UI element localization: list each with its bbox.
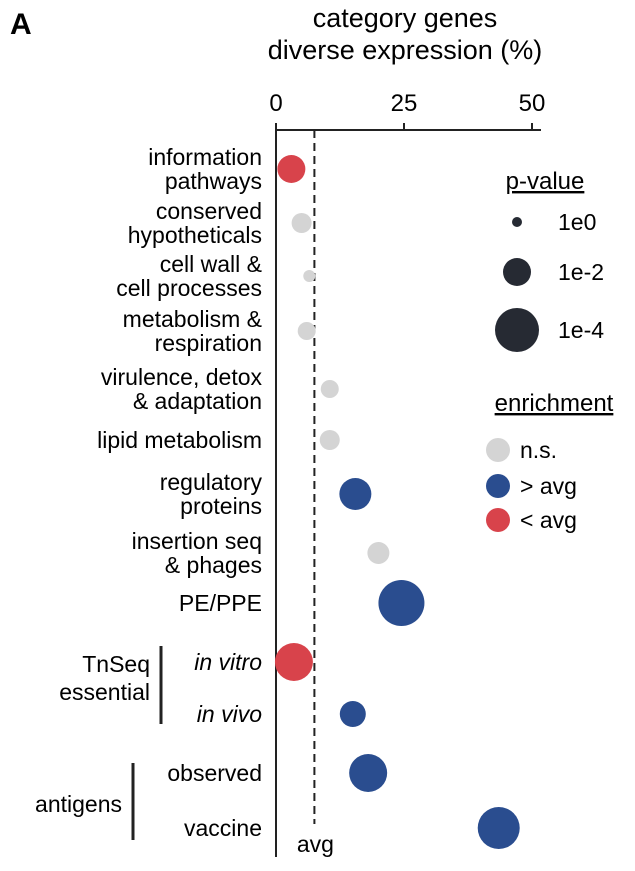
category-label: information — [148, 144, 262, 170]
legend-size-label: 1e-2 — [558, 259, 604, 285]
category-label: proteins — [180, 493, 262, 519]
category-label: lipid metabolism — [97, 427, 262, 453]
legend-enrichment-title: enrichment — [495, 390, 614, 417]
data-point — [297, 322, 316, 340]
category-label: PE/PPE — [179, 590, 262, 616]
data-point — [274, 643, 313, 681]
legend-color-label: < avg — [520, 507, 577, 533]
legend-size-marker — [503, 258, 531, 286]
group-label: TnSeq — [82, 651, 150, 677]
category-label: insertion seq — [132, 528, 262, 554]
legend-size-label: 1e-4 — [558, 317, 604, 343]
panel-label: A — [10, 8, 32, 41]
category-label: conserved — [156, 198, 262, 224]
category-label: cell wall & — [160, 251, 262, 277]
x-tick-label: 0 — [269, 90, 282, 117]
category-label: virulence, detox — [101, 364, 263, 390]
chart-title-line: category genes — [313, 3, 498, 33]
legend-color-marker — [486, 438, 510, 462]
category-label: in vitro — [194, 649, 262, 675]
legend-color-label: > avg — [520, 473, 577, 499]
category-label: pathways — [165, 168, 262, 194]
data-point — [320, 380, 339, 398]
group-label: antigens — [35, 791, 122, 817]
legend-size-label: 1e0 — [558, 209, 596, 235]
legend-pvalue-title: p-value — [506, 168, 585, 195]
legend-size-marker — [512, 217, 522, 227]
legend-size-marker — [495, 308, 539, 352]
data-point — [277, 155, 306, 183]
data-point — [319, 430, 340, 450]
data-point — [477, 807, 520, 849]
x-tick-label: 50 — [519, 90, 546, 117]
data-point — [339, 701, 366, 727]
category-label: metabolism & — [123, 306, 262, 332]
data-point — [378, 580, 425, 626]
category-label: cell processes — [116, 275, 262, 301]
legend-color-marker — [486, 508, 510, 532]
data-point — [291, 213, 312, 233]
legend-color-label: n.s. — [520, 437, 557, 463]
category-label: observed — [167, 760, 262, 786]
category-label: respiration — [155, 330, 262, 356]
group-label: essential — [59, 679, 150, 705]
category-label: & phages — [165, 552, 262, 578]
x-tick-label: 25 — [391, 90, 418, 117]
data-point — [367, 542, 390, 564]
category-label: vaccine — [184, 815, 262, 841]
category-label: regulatory — [160, 469, 263, 495]
x-axis: 0 25 50 avg — [269, 90, 545, 857]
data-point — [303, 270, 316, 282]
data-points — [274, 155, 520, 849]
chart-title-line: diverse expression (%) — [268, 35, 543, 65]
data-point — [349, 754, 388, 792]
avg-label: avg — [297, 831, 334, 857]
category-label: & adaptation — [133, 388, 262, 414]
legend: p-value 1e0 1e-2 1e-4 enrichment n.s. > avg < a… — [486, 168, 614, 533]
legend-color-marker — [486, 474, 510, 498]
data-point — [339, 478, 372, 510]
category-label: hypotheticals — [128, 222, 262, 248]
category-label: in vivo — [197, 701, 262, 727]
